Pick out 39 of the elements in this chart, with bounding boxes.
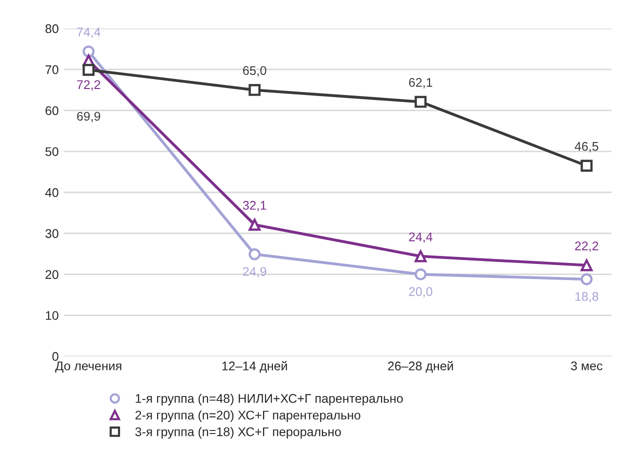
data-label: 46,5 [574, 142, 598, 152]
y-tick-label: 60 [46, 106, 58, 116]
y-tick-label: 10 [46, 311, 58, 320]
point [414, 268, 427, 280]
y-tick-label: 70 [46, 65, 58, 74]
data-label: 72,2 [77, 80, 100, 91]
point [580, 273, 593, 286]
x-tick-label: До лечения [55, 362, 122, 373]
y-tick-label: 80 [45, 24, 58, 34]
point [248, 218, 261, 231]
y-tick-label: 0 [52, 352, 58, 361]
point [82, 45, 95, 58]
point [414, 96, 427, 108]
y-tick-label: 30 [45, 229, 58, 238]
x-tick-label: 26–28 дней [388, 361, 453, 373]
data-label: 20,0 [409, 287, 432, 298]
y-tick-label: 40 [45, 188, 58, 198]
data-label: 32,1 [242, 200, 266, 212]
data-label: 18,8 [575, 292, 598, 302]
data-label: 69,9 [77, 112, 100, 122]
point [580, 259, 593, 272]
data-label: 62,1 [409, 78, 432, 88]
data-label: 24,9 [243, 267, 266, 278]
data-label: 24,4 [409, 232, 432, 243]
legend-label: 2-я группа (n=20) ХС+Г парентерально [135, 410, 360, 422]
point [580, 160, 593, 172]
legend-label: 3-я группа (n=18) ХС+Г перорально [135, 427, 341, 439]
point [82, 64, 95, 76]
data-label: 74,4 [77, 28, 100, 38]
point [414, 250, 427, 262]
data-label: 65,0 [243, 66, 266, 76]
x-tick-label: 12–14 дней [222, 361, 287, 373]
legend-label: 1-я группа (n=48) НИЛИ+ХС+Г парентерально [136, 394, 403, 406]
y-tick-label: 20 [46, 270, 58, 279]
x-tick-label: 3 мес [570, 361, 602, 370]
data-label: 22,2 [575, 241, 598, 252]
point [248, 248, 261, 260]
point [248, 84, 261, 96]
y-tick-label: 50 [45, 147, 58, 156]
